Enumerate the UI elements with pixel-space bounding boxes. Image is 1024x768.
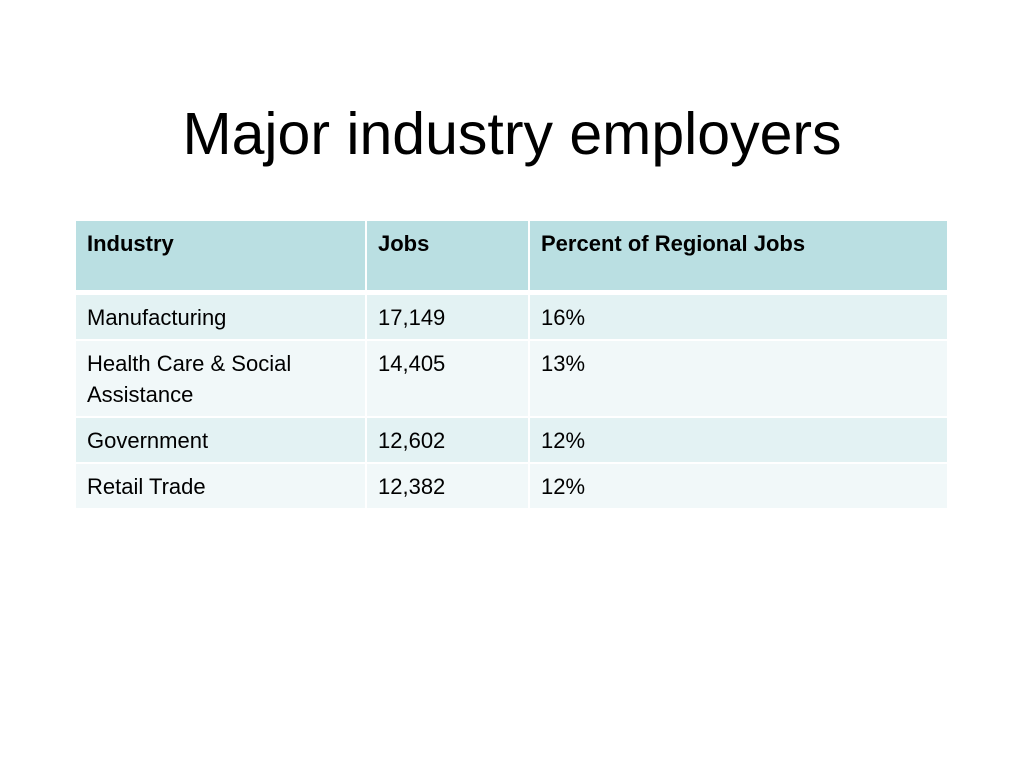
cell-percent: 12% (530, 462, 947, 508)
cell-jobs: 17,149 (367, 293, 530, 339)
table-row: Retail Trade 12,382 12% (76, 462, 947, 508)
slide-title: Major industry employers (182, 101, 842, 167)
cell-percent: 13% (530, 339, 947, 416)
cell-industry: Government (76, 416, 367, 462)
header-cell-percent: Percent of Regional Jobs (530, 221, 947, 293)
cell-industry: Retail Trade (76, 462, 367, 508)
table-body: Manufacturing 17,149 16% Health Care & S… (76, 293, 947, 508)
cell-percent: 16% (530, 293, 947, 339)
table-header: Industry Jobs Percent of Regional Jobs (76, 221, 947, 293)
industry-table: Industry Jobs Percent of Regional Jobs M… (76, 221, 947, 508)
cell-jobs: 14,405 (367, 339, 530, 416)
table-row: Manufacturing 17,149 16% (76, 293, 947, 339)
cell-industry: Manufacturing (76, 293, 367, 339)
table-row: Government 12,602 12% (76, 416, 947, 462)
cell-jobs: 12,382 (367, 462, 530, 508)
cell-industry: Health Care & Social Assistance (76, 339, 367, 416)
table-row: Health Care & Social Assistance 14,405 1… (76, 339, 947, 416)
header-cell-jobs: Jobs (367, 221, 530, 293)
header-row: Industry Jobs Percent of Regional Jobs (76, 221, 947, 293)
header-cell-industry: Industry (76, 221, 367, 293)
cell-jobs: 12,602 (367, 416, 530, 462)
cell-percent: 12% (530, 416, 947, 462)
